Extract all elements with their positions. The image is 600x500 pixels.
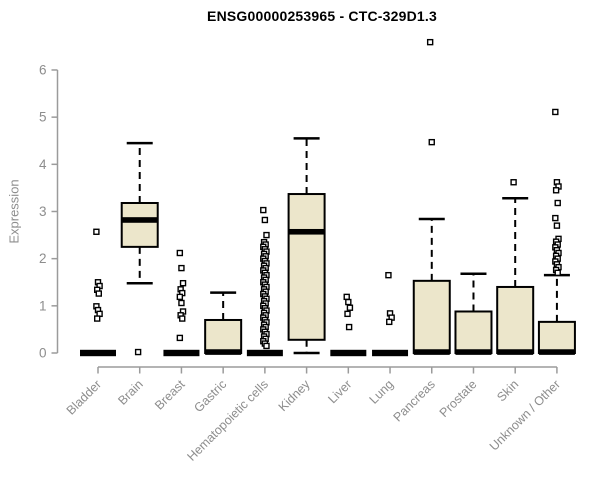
median-skin	[497, 349, 534, 355]
y-tick-label: 6	[39, 62, 47, 77]
outlier-lung	[385, 271, 392, 279]
outlier-breast	[179, 279, 187, 287]
x-tick-label-unknown-other: Unknown / Other	[487, 377, 563, 453]
y-tick-label: 5	[39, 110, 47, 125]
outlier-liver	[344, 310, 351, 318]
outlier-liver	[343, 293, 350, 301]
median-prostate	[455, 349, 492, 355]
outlier-brain	[134, 348, 142, 356]
x-tick-label-breast: Breast	[152, 377, 188, 413]
y-tick-label: 2	[39, 251, 47, 266]
y-tick-label: 0	[39, 346, 47, 361]
box-prostate	[454, 310, 493, 354]
box-gastric	[204, 318, 243, 354]
x-tick-label-prostate: Prostate	[437, 377, 480, 420]
x-tick-label-brain: Brain	[115, 377, 146, 408]
box-kidney	[287, 193, 326, 341]
box-pancreas	[412, 279, 451, 354]
outlier-liver	[345, 298, 352, 306]
box-brain	[120, 201, 159, 248]
outlier-skin	[510, 179, 517, 186]
outlier-unknown-other	[553, 222, 561, 229]
x-tick-label-lung: Lung	[367, 377, 397, 407]
outlier-bladder	[95, 290, 103, 297]
median-pancreas	[413, 349, 450, 355]
y-tick-label: 3	[39, 204, 47, 219]
outlier-breast	[178, 299, 185, 307]
outlier-liver	[345, 323, 353, 331]
outlier-breast	[179, 315, 186, 322]
outlier-unknown-other	[552, 108, 559, 116]
x-tick-label-kidney: Kidney	[276, 377, 313, 414]
x-tick-label-hematopoietic-cells: Hematopoietic cells	[184, 377, 271, 464]
x-tick-label-liver: Liver	[325, 377, 354, 406]
x-tick-label-pancreas: Pancreas	[391, 377, 438, 424]
collapsed-box-hematopoietic-cells	[246, 349, 283, 357]
outlier-bladder	[93, 228, 100, 235]
y-tick-label: 1	[39, 298, 47, 313]
median-unknown-other	[538, 349, 575, 355]
outlier-unknown-other	[554, 269, 561, 277]
outlier-breast	[178, 264, 185, 272]
outlier-breast	[176, 334, 184, 342]
outlier-hematopoietic-cells	[263, 342, 270, 350]
x-tick-label-skin: Skin	[494, 377, 521, 404]
outlier-liver	[346, 304, 354, 311]
collapsed-box-lung	[372, 349, 409, 357]
outlier-lung	[386, 318, 393, 326]
median-gastric	[205, 349, 242, 355]
x-tick-label-gastric: Gastric	[191, 377, 229, 415]
y-tick-label: 4	[39, 157, 47, 172]
outlier-hematopoietic-cells	[260, 206, 267, 214]
chart-title: ENSG00000253965 - CTC-329D1.3	[207, 8, 437, 24]
x-tick-label-bladder: Bladder	[64, 377, 104, 417]
outlier-unknown-other	[554, 199, 561, 207]
box-unknown-other	[537, 320, 576, 354]
outlier-bladder	[93, 315, 101, 322]
outlier-pancreas	[428, 138, 435, 146]
median-brain	[121, 217, 158, 223]
outlier-hematopoietic-cells	[263, 231, 270, 239]
outlier-breast	[176, 293, 184, 301]
outlier-pancreas	[426, 38, 434, 46]
outlier-hematopoietic-cells	[261, 216, 269, 224]
outlier-breast	[176, 249, 184, 257]
box-skin	[496, 285, 535, 355]
collapsed-box-breast	[163, 349, 200, 357]
outlier-unknown-other	[552, 214, 559, 222]
collapsed-box-bladder	[80, 349, 116, 357]
outlier-unknown-other	[552, 187, 560, 194]
median-kidney	[288, 228, 325, 235]
collapsed-box-liver	[330, 349, 367, 357]
